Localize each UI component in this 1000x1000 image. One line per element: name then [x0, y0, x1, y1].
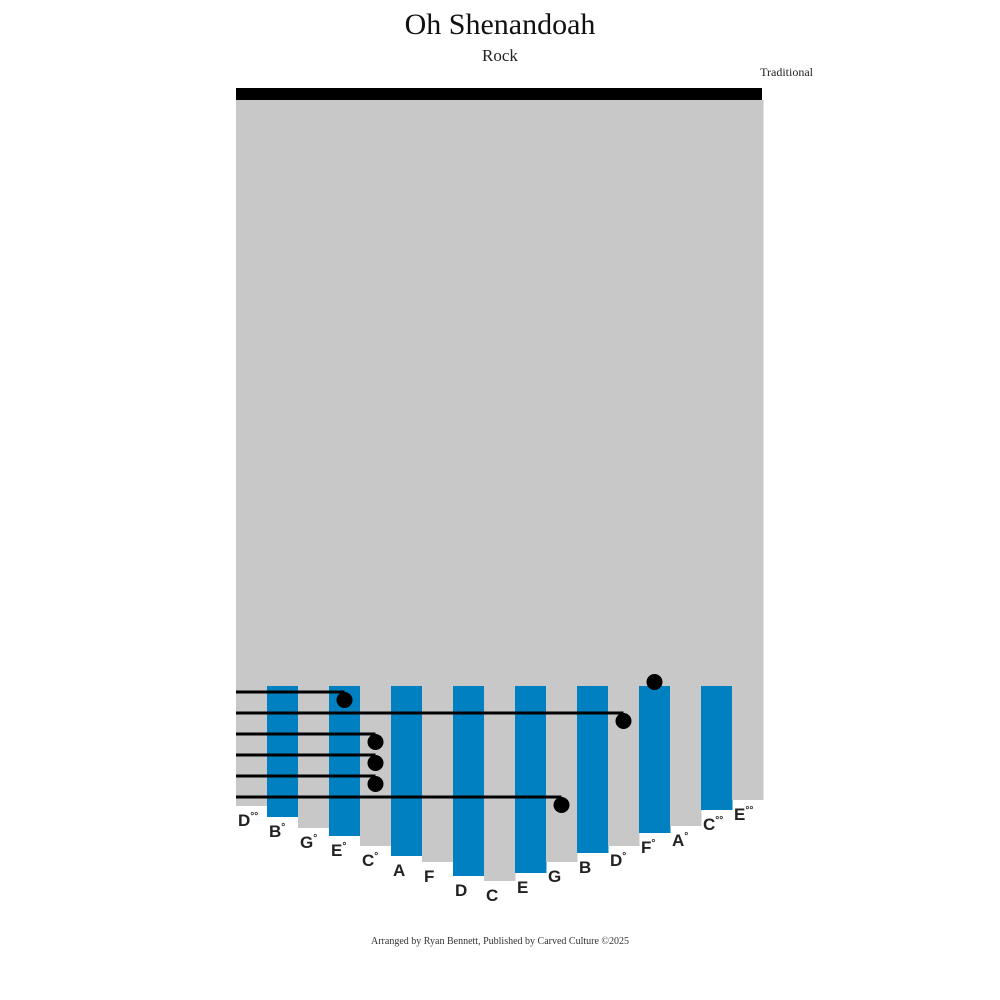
- tine-background: [515, 100, 547, 686]
- tine-label: E: [517, 878, 528, 897]
- note-dot: [367, 776, 384, 792]
- tine-blue: [267, 686, 299, 817]
- tine-blue: [701, 686, 733, 810]
- composer: Traditional: [760, 65, 813, 79]
- tine-label: C°: [362, 851, 378, 870]
- tine-blue: [329, 686, 361, 836]
- footer-credits: Arranged by Ryan Bennett, Published by C…: [371, 936, 629, 947]
- tine-background: [391, 100, 423, 686]
- tine-label: F: [424, 867, 434, 886]
- note-dot: [367, 755, 384, 771]
- tine-background: [329, 100, 361, 686]
- tine-blue: [515, 686, 547, 873]
- tine-gray: [732, 100, 764, 800]
- tine-background: [577, 100, 609, 686]
- tine-label: B°: [269, 822, 285, 841]
- top-bar: [236, 88, 762, 100]
- tine-background: [267, 100, 299, 686]
- tine-label: D°°: [238, 811, 258, 830]
- tine-gray: [608, 100, 640, 846]
- note-dot: [646, 674, 663, 690]
- tine-label: A: [393, 861, 405, 880]
- tine-gray: [422, 100, 454, 862]
- tine-background: [701, 100, 733, 686]
- tine-label: E°: [331, 841, 346, 860]
- tine-label: D°: [610, 851, 626, 870]
- tine-background: [453, 100, 485, 686]
- song-subtitle: Rock: [482, 46, 518, 65]
- tine-label: F°: [641, 838, 655, 857]
- tine-gray: [236, 100, 268, 806]
- tine-gray: [298, 100, 330, 828]
- tine-label: E°°: [734, 805, 753, 824]
- note-dot: [367, 734, 384, 750]
- tine-label: C: [486, 886, 498, 905]
- tine-gray: [484, 100, 516, 881]
- tine-blue: [639, 686, 671, 833]
- tine-label: A°: [672, 831, 688, 850]
- tine-label: C°°: [703, 815, 723, 834]
- tine-gray: [360, 100, 392, 846]
- tine-label: G°: [300, 833, 317, 852]
- tine-blue: [577, 686, 609, 853]
- note-dot: [336, 692, 353, 708]
- tine-blue: [453, 686, 485, 876]
- tine-label: D: [455, 881, 467, 900]
- song-title: Oh Shenandoah: [404, 8, 596, 41]
- note-dot: [615, 713, 632, 729]
- tine-label: B: [579, 858, 591, 877]
- tine-gray: [670, 100, 702, 826]
- tine-background: [639, 100, 671, 686]
- tine-gray: [546, 100, 578, 862]
- note-dot: [553, 797, 570, 813]
- tine-label: G: [548, 867, 561, 886]
